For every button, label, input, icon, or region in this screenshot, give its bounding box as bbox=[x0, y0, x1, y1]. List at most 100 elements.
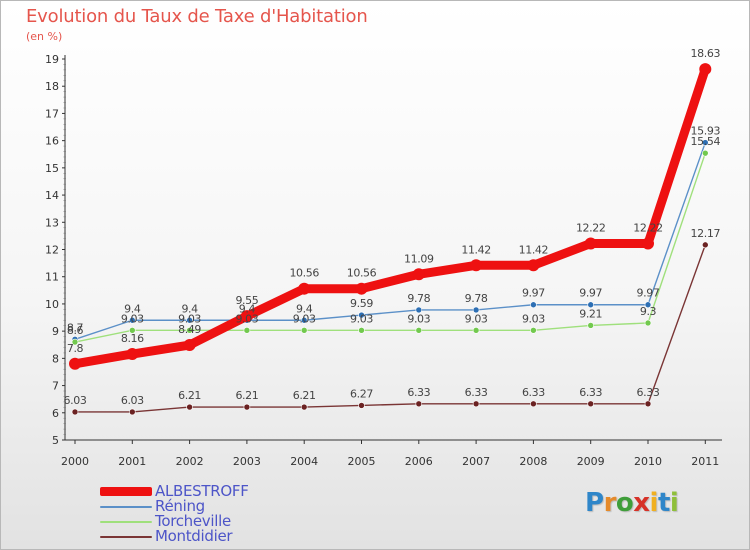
x-tick-label: 2011 bbox=[691, 455, 719, 468]
logo-letter-2: r bbox=[603, 488, 617, 518]
x-tick-label: 2005 bbox=[348, 455, 376, 468]
data-label-torcheville: 9.03 bbox=[178, 312, 201, 325]
legend-item-albestroff: ALBESTROFF bbox=[100, 484, 249, 499]
data-label-montdidier: 6.21 bbox=[293, 389, 316, 402]
data-point-albestroff bbox=[642, 237, 654, 250]
logo-letter-4: x bbox=[633, 488, 650, 518]
data-point-albestroff bbox=[183, 339, 196, 352]
data-point-rening bbox=[644, 301, 652, 309]
data-point-torcheville bbox=[358, 327, 365, 334]
data-point-rening bbox=[129, 316, 136, 324]
data-point-albestroff bbox=[412, 268, 425, 281]
series-layer bbox=[69, 63, 712, 416]
data-point-torcheville bbox=[71, 338, 79, 346]
data-point-rening bbox=[701, 139, 709, 146]
y-tick-label: 18 bbox=[45, 80, 59, 93]
data-point-rening bbox=[358, 311, 365, 319]
legend-swatch-montdidier bbox=[100, 535, 152, 538]
data-label-rening: 9.97 bbox=[579, 287, 602, 300]
y-tick-label: 7 bbox=[52, 380, 59, 393]
data-point-torcheville bbox=[415, 327, 423, 334]
data-point-montdidier bbox=[415, 400, 423, 408]
data-label-albestroff: 11.09 bbox=[404, 252, 434, 265]
data-label-rening: 9.4 bbox=[239, 302, 256, 315]
data-label-albestroff: 8.16 bbox=[121, 332, 144, 345]
data-label-montdidier: 6.33 bbox=[579, 386, 602, 399]
x-tick-label: 2009 bbox=[577, 455, 605, 468]
data-point-montdidier bbox=[186, 403, 193, 411]
data-label-rening: 8.7 bbox=[67, 321, 84, 334]
data-point-torcheville bbox=[186, 327, 193, 334]
y-tick-label: 17 bbox=[45, 107, 59, 120]
data-label-rening: 9.78 bbox=[407, 292, 430, 305]
series-line-albestroff bbox=[70, 64, 710, 369]
data-point-torcheville bbox=[243, 327, 251, 334]
data-point-montdidier bbox=[644, 400, 652, 408]
data-point-albestroff bbox=[126, 348, 139, 361]
x-tick-label: 2007 bbox=[462, 455, 490, 468]
data-label-montdidier: 6.33 bbox=[522, 386, 545, 399]
data-point-torcheville bbox=[587, 322, 595, 329]
data-label-albestroff: 12.22 bbox=[576, 222, 606, 235]
chart-subtitle: (en %) bbox=[26, 30, 63, 43]
data-point-rening bbox=[415, 306, 423, 314]
data-label-torcheville: 9.21 bbox=[579, 307, 602, 320]
data-point-montdidier bbox=[129, 408, 136, 416]
data-label-albestroff: 8.49 bbox=[178, 323, 201, 336]
x-tick-label: 2001 bbox=[118, 455, 146, 468]
legend-item-rening: Réning bbox=[100, 499, 249, 514]
x-tick-label: 2003 bbox=[233, 455, 261, 468]
data-point-rening bbox=[530, 301, 537, 309]
data-point-torcheville bbox=[129, 327, 136, 334]
data-label-rening: 9.78 bbox=[465, 292, 488, 305]
data-label-montdidier: 6.03 bbox=[64, 394, 87, 407]
data-point-torcheville bbox=[472, 327, 480, 334]
data-label-albestroff: 18.63 bbox=[691, 47, 721, 60]
data-label-rening: 9.4 bbox=[181, 302, 198, 315]
data-point-torcheville bbox=[530, 327, 537, 334]
legend-item-montdidier: Montdidier bbox=[100, 529, 249, 544]
logo-letter-5: i bbox=[649, 488, 659, 518]
data-point-montdidier bbox=[587, 400, 595, 408]
legend-swatch-torcheville bbox=[100, 520, 152, 523]
data-point-montdidier bbox=[243, 403, 251, 411]
data-label-torcheville: 9.03 bbox=[235, 312, 258, 325]
data-point-albestroff bbox=[584, 237, 597, 250]
x-tick-label: 2006 bbox=[405, 455, 433, 468]
data-point-albestroff bbox=[355, 282, 368, 295]
data-label-montdidier: 6.33 bbox=[637, 386, 660, 399]
y-tick-label: 13 bbox=[45, 216, 59, 229]
data-point-montdidier bbox=[300, 403, 308, 411]
data-point-torcheville bbox=[644, 319, 652, 327]
y-tick-label: 14 bbox=[45, 189, 59, 202]
logo-letter-6: t bbox=[657, 488, 670, 518]
y-tick-label: 10 bbox=[45, 298, 59, 311]
data-point-rening bbox=[587, 301, 595, 309]
data-label-montdidier: 6.33 bbox=[407, 386, 430, 399]
data-label-albestroff: 11.42 bbox=[519, 243, 549, 256]
data-point-albestroff bbox=[240, 310, 253, 323]
chart-axes: 5 6 7 8 9 10 11 12 13 14 15 16 17 18 19 2000 2001 2002 200… bbox=[45, 53, 722, 468]
y-tick-label: 16 bbox=[45, 135, 59, 148]
data-point-torcheville bbox=[701, 149, 709, 157]
legend-label-torcheville: Torcheville bbox=[155, 512, 231, 530]
y-tick-label: 11 bbox=[45, 271, 59, 284]
data-label-torcheville: 9.03 bbox=[121, 312, 144, 325]
logo-letter-3: o bbox=[615, 488, 634, 518]
data-point-torcheville bbox=[300, 327, 308, 334]
data-point-albestroff bbox=[470, 259, 483, 272]
chart-title: Evolution du Taux de Taxe d'Habitation bbox=[26, 6, 368, 27]
y-tick-label: 12 bbox=[45, 244, 59, 257]
x-tick-label: 2000 bbox=[61, 455, 89, 468]
data-point-montdidier bbox=[530, 400, 537, 408]
data-point-montdidier bbox=[701, 241, 709, 249]
data-point-albestroff bbox=[699, 63, 712, 76]
data-label-albestroff: 10.56 bbox=[347, 267, 377, 280]
y-tick-label: 8 bbox=[52, 352, 59, 365]
y-tick-label: 5 bbox=[52, 434, 59, 447]
x-tick-label: 2002 bbox=[176, 455, 204, 468]
data-label-torcheville: 9.03 bbox=[350, 312, 373, 325]
data-point-montdidier bbox=[358, 402, 365, 409]
data-label-rening: 9.97 bbox=[637, 287, 660, 300]
logo-letter-7: i bbox=[669, 488, 679, 518]
